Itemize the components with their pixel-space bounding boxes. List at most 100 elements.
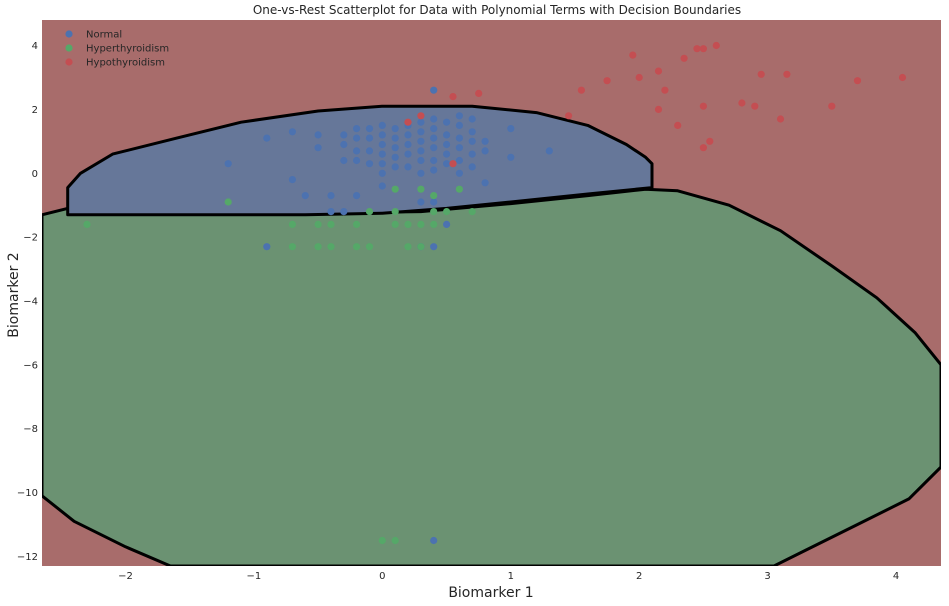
data-point [417, 198, 425, 206]
data-point [417, 169, 425, 177]
legend-marker [65, 44, 73, 52]
data-point [353, 147, 361, 155]
data-point [391, 134, 399, 142]
legend: Normal Hyperthyroidism Hypothyroidism [65, 30, 169, 69]
data-point [391, 125, 399, 133]
data-point [327, 220, 335, 228]
data-point [654, 67, 663, 75]
legend-label: Normal [86, 30, 122, 41]
data-point [288, 128, 296, 136]
data-point [475, 89, 483, 97]
data-point [301, 192, 309, 200]
data-point [391, 208, 399, 216]
data-point [404, 140, 412, 149]
data-point [263, 134, 271, 142]
data-point [430, 192, 438, 200]
data-point [404, 243, 412, 251]
data-point [635, 73, 643, 82]
legend-marker [65, 58, 73, 66]
y-tick-label: −12 [17, 552, 38, 563]
x-tick-label: 0 [379, 571, 385, 582]
data-point [314, 220, 322, 228]
data-point [545, 147, 553, 155]
data-point [654, 105, 663, 113]
data-point [327, 243, 335, 251]
data-point [378, 169, 386, 177]
data-point [443, 150, 451, 158]
data-point [481, 147, 489, 155]
data-point [430, 134, 438, 142]
data-point [430, 208, 438, 216]
data-point [314, 144, 322, 152]
data-point [430, 156, 438, 165]
data-point [365, 147, 374, 155]
data-point [577, 86, 586, 94]
data-point [661, 86, 669, 94]
data-point [340, 208, 348, 216]
data-point [288, 243, 296, 251]
data-point [430, 115, 438, 123]
data-point [430, 220, 438, 228]
data-point [468, 137, 476, 145]
data-point [378, 121, 386, 129]
x-tick-label: −1 [247, 571, 262, 582]
data-point [738, 99, 746, 107]
data-point [391, 220, 399, 228]
data-point [468, 115, 476, 123]
data-point [507, 153, 515, 161]
legend-item: Normal [65, 30, 122, 41]
y-tick-label: −10 [17, 488, 38, 499]
data-point [853, 77, 862, 85]
data-point [353, 220, 361, 228]
data-point [455, 185, 463, 193]
y-tick-label: −6 [23, 360, 38, 371]
data-point [430, 144, 438, 152]
data-point [365, 160, 374, 168]
data-point [417, 128, 425, 136]
data-point [449, 93, 457, 101]
plot-area [42, 20, 941, 566]
y-tick-label: −4 [23, 297, 38, 308]
data-point [443, 118, 451, 126]
data-point [83, 220, 91, 228]
data-point [340, 131, 348, 139]
data-point [417, 243, 425, 251]
data-point [629, 51, 637, 59]
data-point [706, 137, 714, 145]
data-point [443, 140, 451, 149]
x-tick-label: 3 [764, 571, 770, 582]
data-point [391, 185, 399, 193]
series-hypothyroidism [404, 41, 907, 168]
data-point [455, 169, 463, 177]
data-point [365, 134, 374, 142]
data-point [378, 182, 386, 190]
data-point [404, 131, 412, 139]
data-point [699, 144, 708, 152]
data-point [507, 125, 515, 133]
y-axis-ticks: −12 −10 −8 −6 −4 −2 0 2 4 [17, 41, 38, 563]
x-tick-label: −2 [118, 571, 133, 582]
data-point [430, 125, 438, 133]
data-point [391, 153, 399, 161]
data-point [340, 156, 348, 165]
data-point [468, 128, 476, 136]
legend-item: Hypothyroidism [65, 58, 165, 69]
y-tick-label: 0 [32, 169, 38, 180]
data-point [224, 160, 232, 168]
data-point [443, 208, 451, 216]
legend-label: Hypothyroidism [86, 58, 165, 69]
data-point [712, 41, 720, 50]
data-point [417, 137, 425, 145]
data-point [353, 125, 361, 133]
data-point [340, 140, 348, 149]
y-axis-label: Biomarker 2 [6, 252, 22, 337]
data-point [327, 208, 335, 216]
data-point [378, 160, 386, 168]
data-point [353, 192, 361, 200]
data-point [443, 160, 451, 168]
data-point [353, 134, 361, 142]
data-point [263, 243, 271, 251]
series-hyperthyroidism [83, 185, 476, 545]
y-tick-label: −2 [23, 233, 38, 244]
